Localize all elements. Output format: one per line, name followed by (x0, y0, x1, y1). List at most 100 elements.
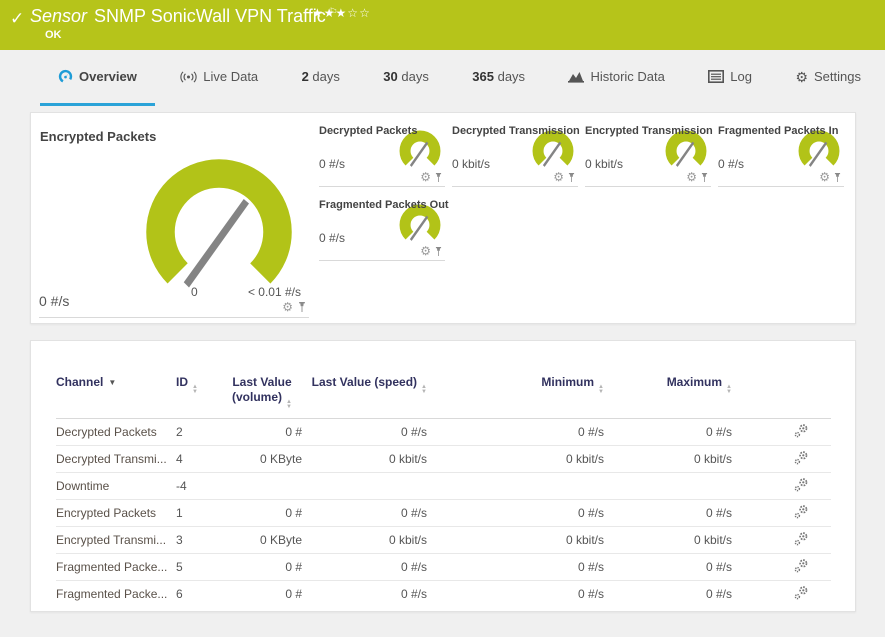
tab-2-days[interactable]: 2 days (284, 50, 358, 106)
priority-stars[interactable]: ★★★☆☆ (312, 6, 371, 20)
sort-icon: ▲▼ (286, 400, 292, 410)
sort-icon: ▲▼ (726, 385, 732, 395)
maximum-value (604, 473, 732, 500)
tab-settings[interactable]: ⚙ Settings (777, 50, 879, 106)
small-gauge-title: Fragmented Packets Out (319, 199, 449, 211)
small-gauges-grid: Decrypted Packets 0 #/s ⚙ Decrypted Tran… (319, 121, 851, 261)
tab-365-days[interactable]: 365 days (454, 50, 543, 106)
channel-id: 5 (176, 554, 222, 581)
primary-gauge: Encrypted Packets 0 < 0.01 #/s 0 #/s ⚙ (31, 113, 319, 325)
channel-name[interactable]: Decrypted Transmi... (56, 446, 176, 473)
channel-id: 1 (176, 500, 222, 527)
tab-log[interactable]: Log (690, 50, 770, 106)
table-row: Decrypted Transmi... 4 0 KByte 0 kbit/s … (56, 446, 831, 473)
tab-label: Live Data (203, 69, 258, 84)
edit-channel-icon[interactable] (794, 558, 809, 576)
sensor-title-line: SensorSNMP SonicWall VPN Traffic⚐ (30, 6, 338, 27)
pin-icon[interactable] (833, 172, 842, 183)
pin-icon[interactable] (297, 301, 307, 313)
last-value-volume (222, 473, 302, 500)
sort-icon: ▲▼ (421, 385, 427, 395)
sort-desc-icon: ▼ (108, 378, 116, 387)
last-value-volume: 0 # (222, 581, 302, 608)
edit-channel-icon[interactable] (794, 504, 809, 522)
table-row: Fragmented Packe... 6 0 # 0 #/s 0 #/s 0 … (56, 581, 831, 608)
prtg-sensor-page: ✓ SensorSNMP SonicWall VPN Traffic⚐ ★★★☆… (0, 0, 885, 637)
column-header-id[interactable]: ID▲▼ (176, 351, 222, 419)
last-value-speed: 0 #/s (302, 500, 427, 527)
minimum-value: 0 kbit/s (427, 446, 604, 473)
star-empty-icon[interactable]: ☆ (347, 6, 359, 20)
channel-name[interactable]: Fragmented Packe... (56, 554, 176, 581)
historic-chart-icon (568, 70, 584, 83)
star-filled-icon[interactable]: ★ (336, 6, 348, 20)
column-header-minimum[interactable]: Minimum▲▼ (427, 351, 604, 419)
gauges-panel: Encrypted Packets 0 < 0.01 #/s 0 #/s ⚙ D… (30, 112, 856, 324)
tab-label: Overview (79, 69, 137, 84)
last-value-volume: 0 # (222, 554, 302, 581)
pin-icon[interactable] (434, 246, 443, 257)
last-value-volume: 0 # (222, 419, 302, 446)
star-filled-icon[interactable]: ★ (312, 6, 324, 20)
pin-icon[interactable] (700, 172, 709, 183)
table-row: Downtime -4 (56, 473, 831, 500)
small-gauge-title: Fragmented Packets In (718, 125, 838, 137)
star-filled-icon[interactable]: ★ (324, 6, 336, 20)
tab-30-days[interactable]: 30 days (365, 50, 447, 106)
star-empty-icon[interactable]: ☆ (359, 6, 371, 20)
sort-icon: ▲▼ (598, 385, 604, 395)
column-header-maximum[interactable]: Maximum▲▼ (604, 351, 732, 419)
channels-panel: Channel▼ ID▲▼ Last Value (volume)▲▼ Last… (30, 340, 856, 612)
divider (39, 317, 309, 318)
primary-gauge-title: Encrypted Packets (40, 129, 156, 144)
channel-name[interactable]: Downtime (56, 473, 176, 500)
gauge-scale-max: < 0.01 #/s (248, 285, 301, 299)
tab-label: Settings (814, 69, 861, 84)
edit-channel-icon[interactable] (794, 450, 809, 468)
column-header-last-value-speed[interactable]: Last Value (speed)▲▼ (302, 351, 427, 419)
channel-id: 2 (176, 419, 222, 446)
last-value-volume: 0 KByte (222, 446, 302, 473)
tab-label: days (401, 69, 428, 84)
sensor-kind-label: Sensor (30, 6, 87, 26)
edit-channel-icon[interactable] (794, 423, 809, 441)
channel-name[interactable]: Encrypted Transmi... (56, 527, 176, 554)
tab-label: Historic Data (590, 69, 664, 84)
minimum-value: 0 #/s (427, 419, 604, 446)
small-gauge-fragmented-packets-out: Fragmented Packets Out 0 #/s ⚙ (319, 195, 445, 261)
maximum-value: 0 #/s (604, 581, 732, 608)
channel-name[interactable]: Encrypted Packets (56, 500, 176, 527)
last-value-speed (302, 473, 427, 500)
channel-id: -4 (176, 473, 222, 500)
channel-name[interactable]: Fragmented Packe... (56, 581, 176, 608)
edit-channel-icon[interactable] (794, 531, 809, 549)
column-header-channel[interactable]: Channel▼ (56, 351, 176, 419)
edit-channel-icon[interactable] (794, 585, 809, 603)
gauge-needle (184, 199, 249, 288)
gear-icon: ⚙ (795, 70, 808, 84)
tab-live-data[interactable]: Live Data (162, 50, 276, 106)
live-data-icon (180, 71, 197, 83)
minimum-value (427, 473, 604, 500)
small-gauge-decrypted-transmission: Decrypted Transmission 0 kbit/s ⚙ (452, 121, 578, 187)
tab-overview[interactable]: Overview (40, 50, 155, 106)
last-value-speed: 0 #/s (302, 554, 427, 581)
pin-icon[interactable] (567, 172, 576, 183)
last-value-volume: 0 KByte (222, 527, 302, 554)
small-gauge-value: 0 #/s (319, 231, 345, 245)
maximum-value: 0 #/s (604, 554, 732, 581)
small-gauge-encrypted-transmission: Encrypted Transmission 0 kbit/s ⚙ (585, 121, 711, 187)
pin-icon[interactable] (434, 172, 443, 183)
last-value-volume: 0 # (222, 500, 302, 527)
column-header-last-value-volume[interactable]: Last Value (volume)▲▼ (222, 351, 302, 419)
gauge-icon (58, 69, 73, 84)
tab-historic-data[interactable]: Historic Data (550, 50, 682, 106)
small-gauge-decrypted-packets: Decrypted Packets 0 #/s ⚙ (319, 121, 445, 187)
edit-channel-icon[interactable] (794, 477, 809, 495)
maximum-value: 0 #/s (604, 419, 732, 446)
channel-id: 3 (176, 527, 222, 554)
channel-name[interactable]: Decrypted Packets (56, 419, 176, 446)
status-badge: OK (45, 29, 62, 41)
channel-settings-gear-icon[interactable]: ⚙ (282, 301, 293, 313)
tab-label: Log (730, 69, 752, 84)
